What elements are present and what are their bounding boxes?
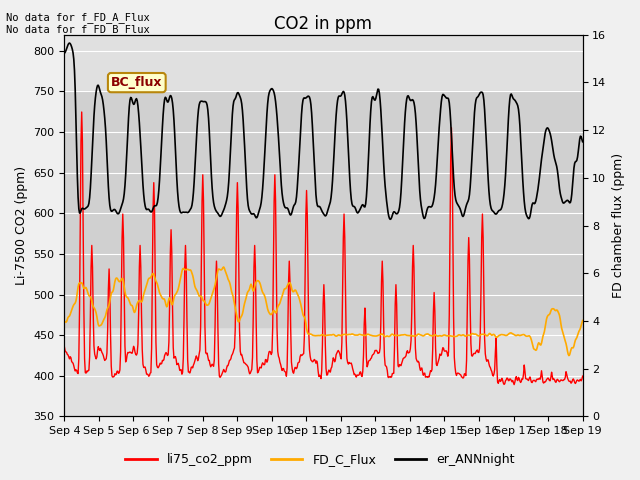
Legend: li75_co2_ppm, FD_C_Flux, er_ANNnight: li75_co2_ppm, FD_C_Flux, er_ANNnight: [120, 448, 520, 471]
Y-axis label: FD chamber flux (ppm): FD chamber flux (ppm): [612, 153, 625, 298]
Bar: [65, 91, 582, 327]
Text: BC_flux: BC_flux: [111, 76, 163, 89]
Text: No data for f_FD_A_Flux
No data for f_FD_B_Flux: No data for f_FD_A_Flux No data for f_FD…: [6, 12, 150, 36]
Title: CO2 in ppm: CO2 in ppm: [275, 15, 372, 33]
Y-axis label: Li-7500 CO2 (ppm): Li-7500 CO2 (ppm): [15, 166, 28, 285]
